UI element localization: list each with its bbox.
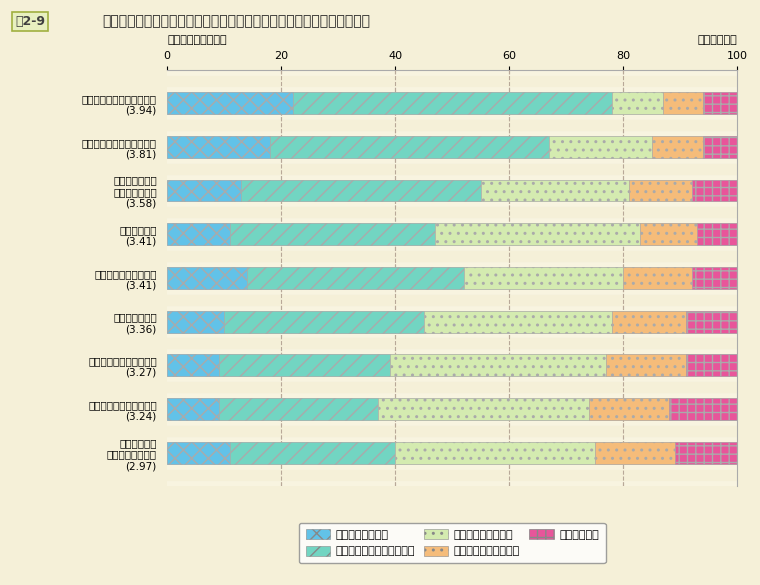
- Bar: [230, 223, 435, 245]
- Bar: [242, 180, 481, 201]
- Bar: [424, 311, 612, 332]
- Bar: [270, 136, 549, 157]
- Bar: [247, 267, 464, 289]
- Bar: [389, 355, 606, 376]
- Legend: まったくその通り, どちらかといえばその通り, どちらともいえない, どちらかといえば違う, まったく違う: まったくその通り, どちらかといえばその通り, どちらともいえない, どちらかと…: [299, 522, 606, 563]
- Bar: [703, 136, 737, 157]
- Bar: [219, 355, 389, 376]
- Bar: [167, 442, 230, 464]
- Bar: [293, 92, 612, 114]
- Bar: [612, 92, 663, 114]
- Bar: [612, 92, 663, 114]
- Bar: [167, 355, 219, 376]
- Bar: [247, 267, 464, 289]
- Bar: [167, 180, 242, 201]
- Bar: [675, 442, 737, 464]
- Bar: [167, 92, 293, 114]
- Bar: [480, 180, 629, 201]
- Bar: [692, 267, 737, 289]
- Bar: [692, 267, 737, 289]
- Bar: [219, 355, 389, 376]
- Bar: [224, 311, 424, 332]
- Bar: [435, 223, 640, 245]
- Bar: [663, 92, 703, 114]
- Bar: [424, 311, 612, 332]
- Bar: [692, 180, 737, 201]
- Bar: [686, 355, 737, 376]
- Bar: [167, 355, 219, 376]
- Bar: [623, 267, 692, 289]
- Bar: [167, 311, 224, 332]
- Bar: [623, 267, 692, 289]
- Bar: [230, 223, 435, 245]
- Bar: [167, 267, 247, 289]
- Bar: [640, 223, 697, 245]
- Bar: [589, 398, 669, 420]
- Bar: [464, 267, 623, 289]
- Bar: [389, 355, 606, 376]
- Bar: [464, 267, 623, 289]
- Bar: [167, 398, 219, 420]
- Bar: [697, 223, 737, 245]
- Bar: [167, 311, 224, 332]
- Bar: [686, 311, 737, 332]
- Bar: [652, 136, 703, 157]
- Bar: [652, 136, 703, 157]
- Bar: [167, 136, 270, 157]
- Bar: [669, 398, 737, 420]
- Bar: [230, 442, 395, 464]
- Bar: [549, 136, 652, 157]
- Bar: [612, 311, 686, 332]
- Bar: [219, 398, 378, 420]
- Text: 《個を尊重する組織》の領域に属する質問項目別の回答割合及び平均値: 《個を尊重する組織》の領域に属する質問項目別の回答割合及び平均値: [103, 15, 371, 29]
- Bar: [167, 180, 242, 201]
- Bar: [686, 355, 737, 376]
- Bar: [675, 442, 737, 464]
- Bar: [167, 92, 293, 114]
- Bar: [703, 92, 737, 114]
- Bar: [378, 398, 589, 420]
- Bar: [167, 442, 230, 464]
- Bar: [612, 311, 686, 332]
- Bar: [167, 136, 270, 157]
- Bar: [167, 398, 219, 420]
- Bar: [378, 398, 589, 420]
- Text: 図2-9: 図2-9: [15, 15, 45, 27]
- Text: （単位：％）: （単位：％）: [698, 35, 737, 45]
- Bar: [589, 398, 669, 420]
- Bar: [293, 92, 612, 114]
- Bar: [703, 92, 737, 114]
- Bar: [686, 311, 737, 332]
- Bar: [606, 355, 686, 376]
- Bar: [395, 442, 595, 464]
- Bar: [703, 136, 737, 157]
- Bar: [629, 180, 692, 201]
- Bar: [395, 442, 595, 464]
- Bar: [480, 180, 629, 201]
- Bar: [629, 180, 692, 201]
- Bar: [549, 136, 652, 157]
- Bar: [242, 180, 481, 201]
- Bar: [663, 92, 703, 114]
- Bar: [692, 180, 737, 201]
- Bar: [435, 223, 640, 245]
- Bar: [230, 442, 395, 464]
- Bar: [219, 398, 378, 420]
- Text: 質問項目（平均値）: 質問項目（平均値）: [167, 35, 226, 45]
- Bar: [270, 136, 549, 157]
- Bar: [167, 223, 230, 245]
- Bar: [224, 311, 424, 332]
- Bar: [595, 442, 675, 464]
- Bar: [697, 223, 737, 245]
- Bar: [167, 267, 247, 289]
- Bar: [669, 398, 737, 420]
- Bar: [167, 223, 230, 245]
- Bar: [640, 223, 697, 245]
- Bar: [606, 355, 686, 376]
- Bar: [595, 442, 675, 464]
